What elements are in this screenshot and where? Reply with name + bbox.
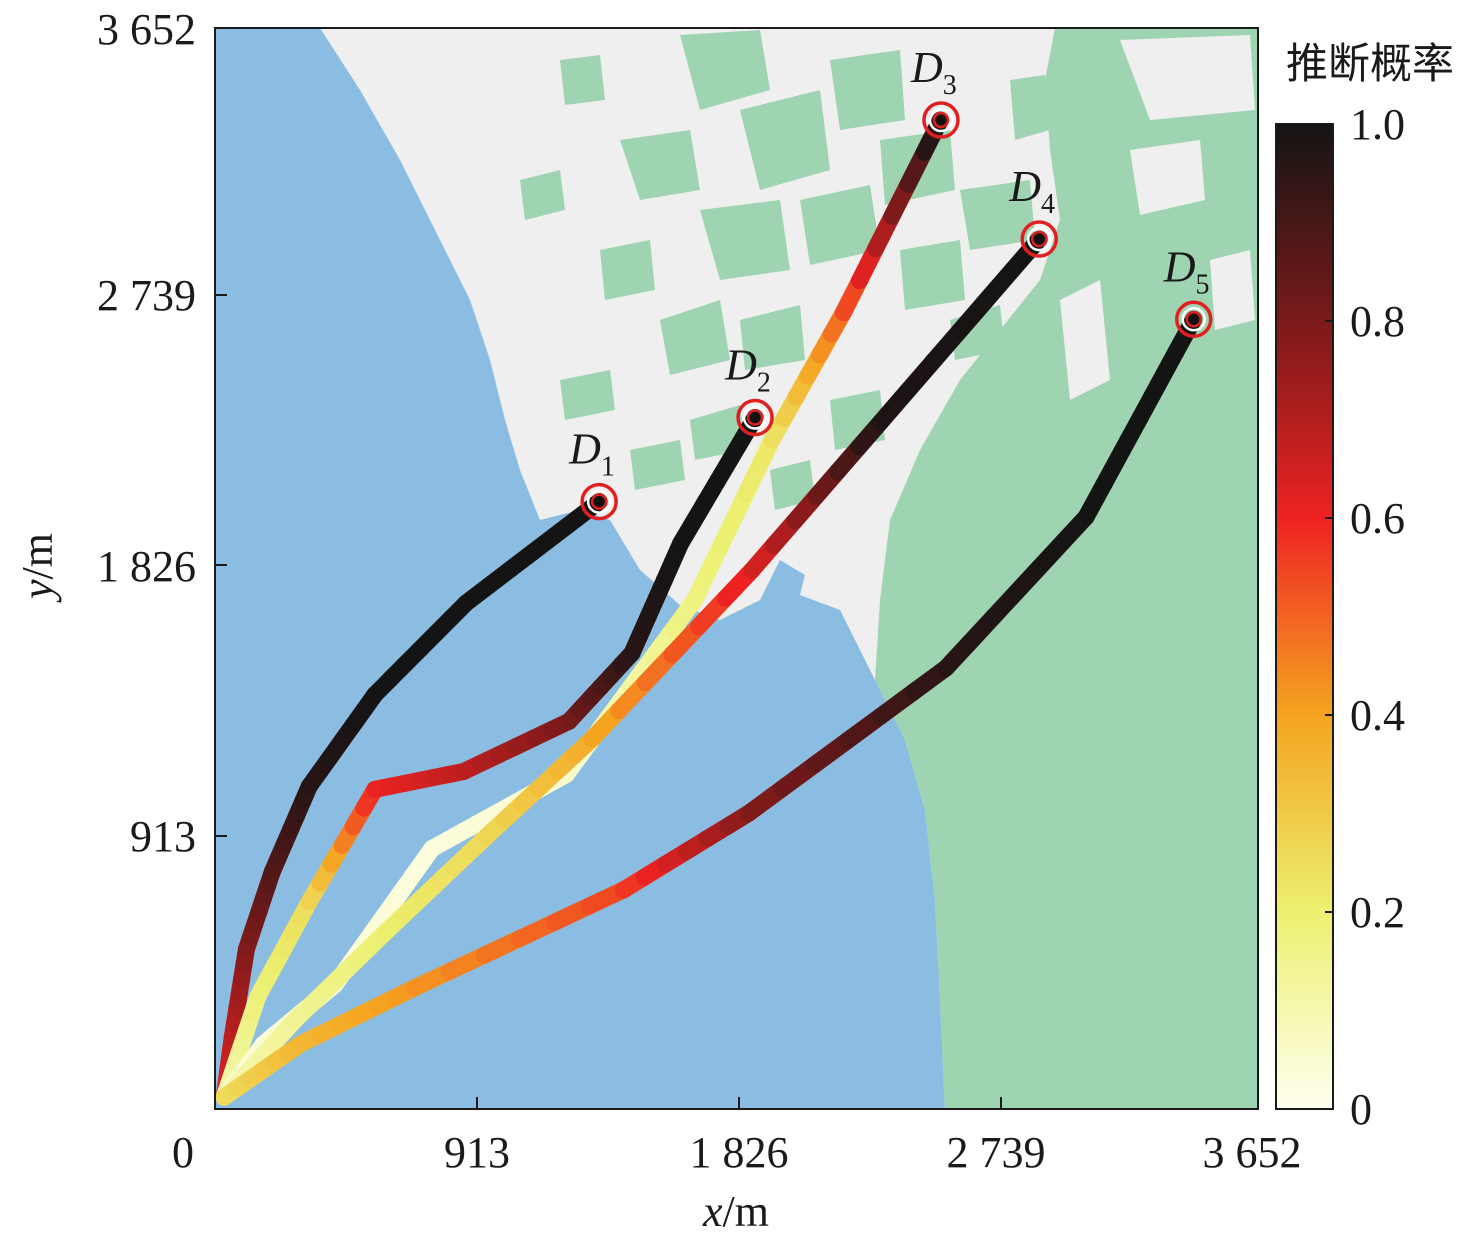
target-center-dot <box>936 116 945 125</box>
destination-label: D4 <box>1008 162 1055 220</box>
colorbar-gradient <box>1275 123 1334 1110</box>
vegetation-east <box>875 28 1258 1109</box>
destination-marker-d2: D2 <box>724 341 774 437</box>
y-tick-label: 1 826 <box>97 542 196 591</box>
map-area <box>215 28 1258 1109</box>
trajectory-5 <box>215 310 1203 1106</box>
trajectory-2 <box>215 409 764 1106</box>
target-ring-icon <box>1020 220 1058 258</box>
target-ring-icon <box>742 405 768 430</box>
trajectory-layer <box>215 111 1203 1106</box>
destination-markers: D1 D2 D3 D4 D5 <box>568 43 1213 521</box>
colorbar-tick-label: 0.2 <box>1350 888 1405 937</box>
colorbar-tick-label: 1.0 <box>1350 100 1405 149</box>
colorbar-tick-label: 0 <box>1350 1085 1372 1134</box>
target-ring-icon <box>580 482 618 521</box>
axis-ticks <box>215 294 1002 1109</box>
target-ring-icon <box>736 398 774 437</box>
colorbar-tick-label: 0.8 <box>1350 297 1405 346</box>
colorbar: 推断概率 0 0.2 0.4 0.6 0.8 1.0 <box>1275 39 1454 1134</box>
destination-marker-d4: D4 <box>1008 162 1058 258</box>
target-center-dot <box>595 497 604 506</box>
target-ring-icon <box>1030 230 1048 248</box>
land-patches-east <box>1060 35 1255 400</box>
destination-label: D1 <box>568 425 615 483</box>
target-ring-icon <box>1174 300 1213 339</box>
x-tick-label: 3 652 <box>1203 1128 1302 1177</box>
target-ring-icon <box>922 101 960 139</box>
destination-marker-d1: D1 <box>568 425 618 521</box>
target-ring-icon <box>586 489 612 514</box>
destination-marker-d3: D3 <box>910 43 960 139</box>
target-ring-icon <box>746 409 764 426</box>
target-ring-icon <box>932 111 950 129</box>
y-tick-label: 3 652 <box>97 5 196 54</box>
target-center-dot <box>1189 315 1198 324</box>
trajectory-segment <box>568 493 608 527</box>
destination-label: D5 <box>1163 242 1210 300</box>
x-tick-label: 2 739 <box>947 1128 1046 1177</box>
x-axis-label: x/m <box>702 1187 769 1236</box>
y-tick-label: 2 739 <box>97 271 196 320</box>
plot-frame <box>214 27 1259 1110</box>
target-center-dot <box>751 413 760 422</box>
target-ring-icon <box>1181 307 1206 332</box>
y-axis-label: y/m <box>13 533 62 603</box>
colorbar-tick-label: 0.6 <box>1350 494 1405 543</box>
y-tick-labels: 913 1 826 2 739 3 652 <box>97 5 196 861</box>
target-ring-icon <box>1185 311 1202 328</box>
destination-label: D3 <box>910 43 957 101</box>
colorbar-tick-label: 0.4 <box>1350 691 1405 740</box>
target-ring-icon <box>590 493 608 510</box>
x-tick-label: 1 826 <box>690 1128 789 1177</box>
x-tick-labels: 0 913 1 826 2 739 3 652 <box>172 1128 1302 1177</box>
colorbar-title: 推断概率 <box>1286 39 1454 88</box>
x-tick-label: 913 <box>444 1128 510 1177</box>
target-center-dot <box>1035 235 1044 244</box>
destination-marker-d5: D5 <box>1163 242 1213 339</box>
colorbar-ticks <box>1325 123 1333 1110</box>
target-ring-icon <box>928 107 954 133</box>
destination-label: D2 <box>724 341 771 399</box>
water-body <box>215 28 945 1109</box>
x-tick-label: 0 <box>172 1128 194 1177</box>
target-ring-icon <box>1026 226 1052 252</box>
y-tick-label: 913 <box>130 812 196 861</box>
